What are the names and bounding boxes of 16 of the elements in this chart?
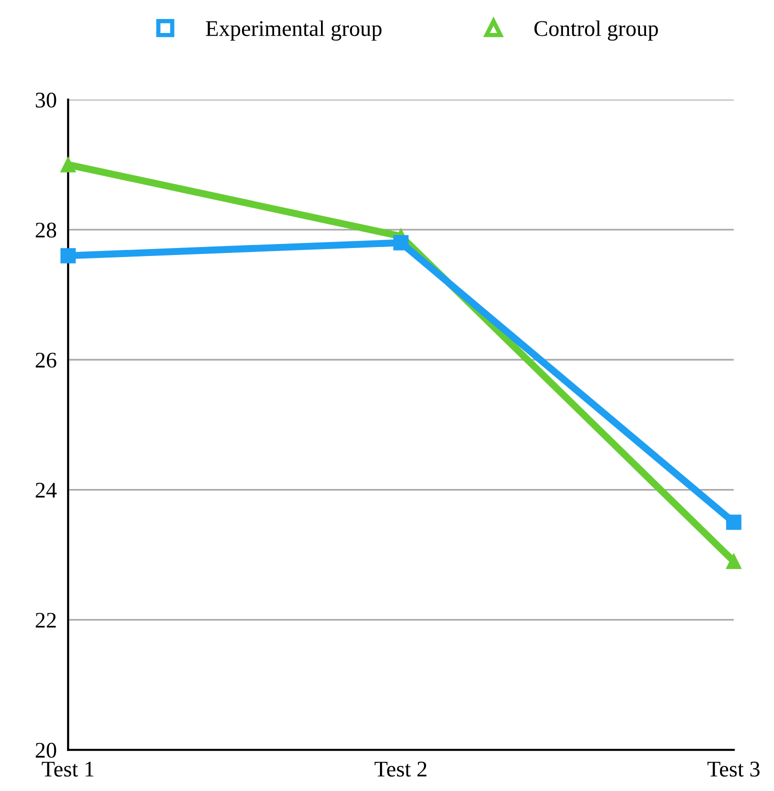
x-tick-label: Test 2 [374, 762, 426, 777]
point [726, 514, 742, 530]
y-tick-label: 28 [36, 222, 56, 238]
legend-label: Experimental group [206, 20, 382, 41]
x-tick-label: Test 1 [42, 762, 94, 777]
x-tick-label: Test 3 [707, 762, 760, 777]
y-tick-label: 26 [36, 352, 56, 368]
point [393, 235, 409, 250]
point [726, 554, 742, 569]
point [60, 248, 76, 264]
y-tick-label: 30 [36, 92, 56, 108]
y-tick-label: 24 [36, 482, 57, 498]
legend-label: Control group [534, 20, 658, 41]
point [60, 157, 76, 172]
y-tick-label: 20 [36, 742, 56, 758]
y-tick-label: 22 [36, 612, 56, 628]
